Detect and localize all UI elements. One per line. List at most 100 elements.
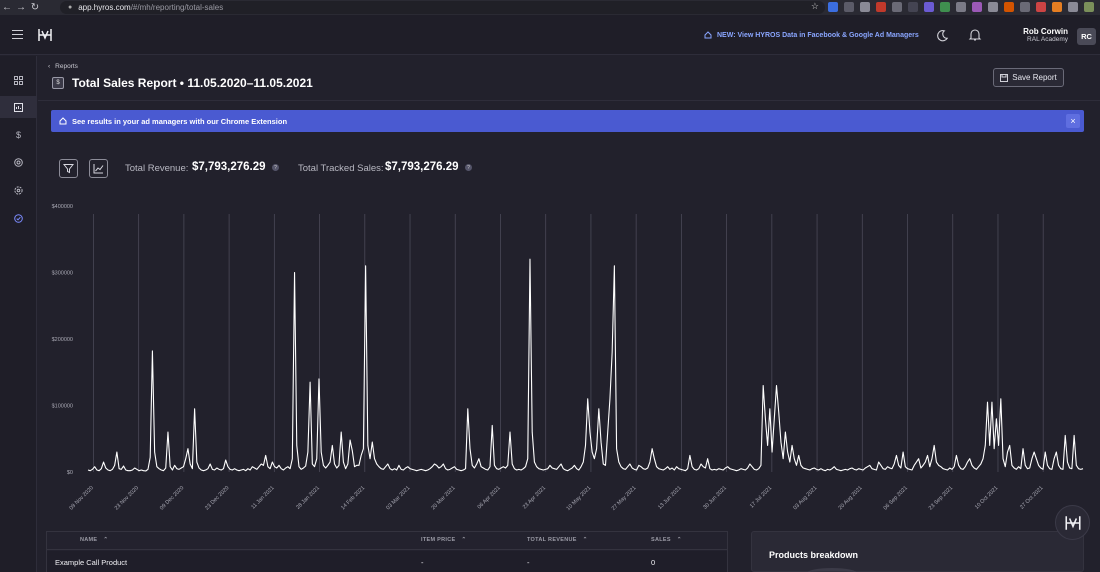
- sidebar: $: [0, 56, 37, 572]
- breadcrumb[interactable]: ‹ Reports: [48, 63, 78, 70]
- hyros-logo-icon[interactable]: [37, 27, 53, 43]
- total-sales-chart[interactable]: 09 Nov 2020 23 Nov 2020 09 Dec 2020 23 Dec …: [38, 195, 1100, 530]
- x-tick-label: 20 Aug 2021: [838, 485, 864, 511]
- chart-type-button[interactable]: [89, 159, 108, 178]
- browser-toolbar: ← → ↻ ● app.hyros.com /#/mh/reporting/to…: [0, 0, 1100, 15]
- extension-icon[interactable]: [1004, 2, 1014, 12]
- x-tick-label: 23 Apr 2021: [522, 485, 547, 510]
- extensions-bar: ⋮: [828, 2, 1100, 13]
- close-banner-button[interactable]: ×: [1066, 114, 1080, 128]
- y-tick-label: $400000: [52, 204, 73, 210]
- table-header: NAME ⌃ ITEM PRICE ⌃ TOTAL REVENUE ⌃ SALE…: [47, 532, 727, 550]
- check-circle-icon: [14, 213, 23, 223]
- extension-icon[interactable]: [860, 2, 870, 12]
- sidebar-item-sales[interactable]: $: [0, 124, 37, 146]
- column-header-name[interactable]: NAME ⌃: [80, 537, 109, 543]
- avatar[interactable]: RC: [1077, 28, 1096, 45]
- save-report-button[interactable]: Save Report: [993, 68, 1064, 87]
- cell-sales: 0: [651, 558, 656, 567]
- x-tick-label: 28 Jan 2021: [295, 485, 321, 511]
- column-header-total-revenue[interactable]: TOTAL REVENUE ⌃: [527, 537, 588, 543]
- puzzle-icon[interactable]: [1068, 2, 1078, 12]
- extension-icon[interactable]: [844, 2, 854, 12]
- extension-icon[interactable]: [972, 2, 982, 12]
- products-breakdown-title: Products breakdown: [769, 550, 859, 560]
- extension-icon[interactable]: [956, 2, 966, 12]
- total-revenue-label: Total Revenue:: [125, 163, 189, 174]
- help-icon[interactable]: ?: [465, 164, 472, 171]
- user-organization: RAL Academy: [1027, 36, 1068, 43]
- gear-icon: [14, 185, 23, 195]
- extension-icon[interactable]: [988, 2, 998, 12]
- x-tick-label: 09 Dec 2020: [159, 485, 185, 511]
- filter-button[interactable]: [59, 159, 78, 178]
- reload-icon[interactable]: ↻: [30, 2, 40, 13]
- line-chart-icon: [93, 164, 104, 174]
- extension-icon[interactable]: [892, 2, 902, 12]
- x-tick-label: 27 May 2021: [611, 485, 638, 512]
- hamburger-menu-icon[interactable]: [12, 30, 23, 39]
- forward-icon[interactable]: →: [16, 2, 26, 13]
- cell-total-revenue: -: [527, 558, 530, 567]
- x-tick-label: 11 Jan 2021: [250, 485, 275, 510]
- save-icon: [1000, 73, 1009, 82]
- moon-icon[interactable]: [936, 29, 949, 42]
- series-line[interactable]: [87, 258, 1084, 472]
- sidebar-item-checklist[interactable]: [0, 207, 37, 229]
- x-tick-label: 06 Sep 2021: [883, 485, 909, 511]
- column-header-item-price[interactable]: ITEM PRICE ⌃: [421, 537, 467, 543]
- app-header: NEW: View HYROS Data in Facebook & Googl…: [0, 15, 1100, 55]
- extension-icon[interactable]: [1052, 2, 1062, 12]
- table-row[interactable]: Example Call Product - - 0: [47, 551, 727, 572]
- grid-icon: [14, 75, 23, 85]
- x-tick-label: 20 Mar 2021: [431, 485, 457, 511]
- extension-icon[interactable]: [828, 2, 838, 12]
- chrome-extension-banner[interactable]: See results in your ad managers with our…: [51, 110, 1084, 132]
- extension-icon[interactable]: [908, 2, 918, 12]
- home-icon: [704, 31, 712, 39]
- column-header-sales[interactable]: SALES ⌃: [651, 537, 682, 543]
- y-tick-label: $100000: [52, 404, 73, 410]
- x-tick-label: 17 Jul 2021: [749, 485, 773, 509]
- extension-icon[interactable]: [876, 2, 886, 12]
- total-revenue-value: $7,793,276.29: [192, 161, 266, 173]
- sidebar-item-tracking[interactable]: [0, 151, 37, 173]
- user-name[interactable]: Rob Corwin: [1023, 27, 1068, 36]
- sort-icon: ⌃: [103, 537, 109, 543]
- x-tick-label: 27 Oct 2021: [1019, 485, 1044, 510]
- cell-item-price: -: [421, 558, 424, 567]
- address-bar[interactable]: ● app.hyros.com /#/mh/reporting/total-sa…: [60, 1, 825, 14]
- dollar-icon: $: [15, 130, 21, 140]
- sidebar-item-reports[interactable]: [0, 96, 37, 118]
- sidebar-item-settings[interactable]: [0, 179, 37, 201]
- chevron-left-icon: ‹: [48, 63, 51, 70]
- bookmark-star-icon[interactable]: ☆: [810, 1, 819, 11]
- profile-icon[interactable]: [1084, 2, 1094, 12]
- sidebar-item-dashboard[interactable]: [0, 69, 37, 91]
- products-table: NAME ⌃ ITEM PRICE ⌃ TOTAL REVENUE ⌃ SALE…: [46, 531, 728, 572]
- announcement-link[interactable]: NEW: View HYROS Data in Facebook & Googl…: [704, 31, 919, 39]
- x-tick-label: 09 Nov 2020: [69, 485, 95, 511]
- lock-icon: ●: [68, 4, 73, 11]
- help-icon[interactable]: ?: [272, 164, 279, 171]
- extension-icon[interactable]: [924, 2, 934, 12]
- cell-name: Example Call Product: [55, 558, 128, 567]
- bell-icon[interactable]: [968, 28, 982, 42]
- y-tick-label: $200000: [52, 337, 73, 343]
- total-tracked-sales-value: $7,793,276.29: [385, 161, 459, 173]
- x-tick-label: 23 Sep 2021: [928, 485, 954, 511]
- x-tick-label: 03 Aug 2021: [792, 485, 818, 511]
- back-icon[interactable]: ←: [2, 2, 12, 13]
- extension-icon[interactable]: [1020, 2, 1030, 12]
- total-tracked-sales-label: Total Tracked Sales:: [298, 163, 384, 174]
- donut-chart: [807, 568, 857, 572]
- support-chat-button[interactable]: [1055, 505, 1090, 540]
- save-report-label: Save Report: [1012, 73, 1057, 82]
- breadcrumb-reports[interactable]: Reports: [55, 63, 78, 70]
- sort-icon: ⌃: [582, 537, 588, 543]
- home-icon: [59, 117, 67, 125]
- x-tick-label: 06 Apr 2021: [477, 485, 502, 510]
- extension-icon[interactable]: [1036, 2, 1046, 12]
- divider: [38, 100, 1100, 101]
- extension-icon[interactable]: [940, 2, 950, 12]
